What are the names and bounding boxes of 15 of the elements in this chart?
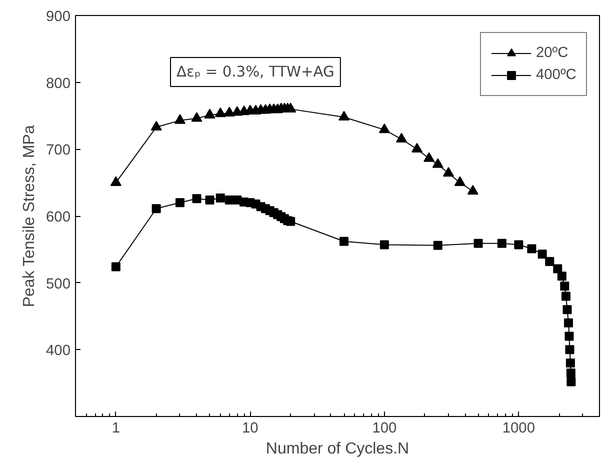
y-tick-label: 400 — [46, 343, 71, 360]
annotation: Δεₚ = 0.3%, TTW+AG — [176, 64, 334, 80]
x-tick-label: 1 — [112, 420, 120, 436]
y-tick-label: 600 — [46, 210, 71, 226]
y-tick-label: 800 — [46, 76, 71, 92]
x-tick-label: 1000 — [502, 420, 535, 436]
legend-label: 400ºC — [536, 67, 576, 83]
y-tick-label: 700 — [46, 142, 71, 159]
x-tick-label: 10 — [242, 420, 258, 436]
y-tick-label: 500 — [46, 276, 71, 292]
x-tick-label: 100 — [372, 420, 397, 436]
y-tick-label: 900 — [46, 9, 71, 25]
x-axis-title: Number of Cycles.N — [266, 440, 410, 458]
y-axis-title: Peak Tensile Stress, MPa — [21, 125, 38, 308]
legend-label: 20ºC — [536, 45, 568, 61]
